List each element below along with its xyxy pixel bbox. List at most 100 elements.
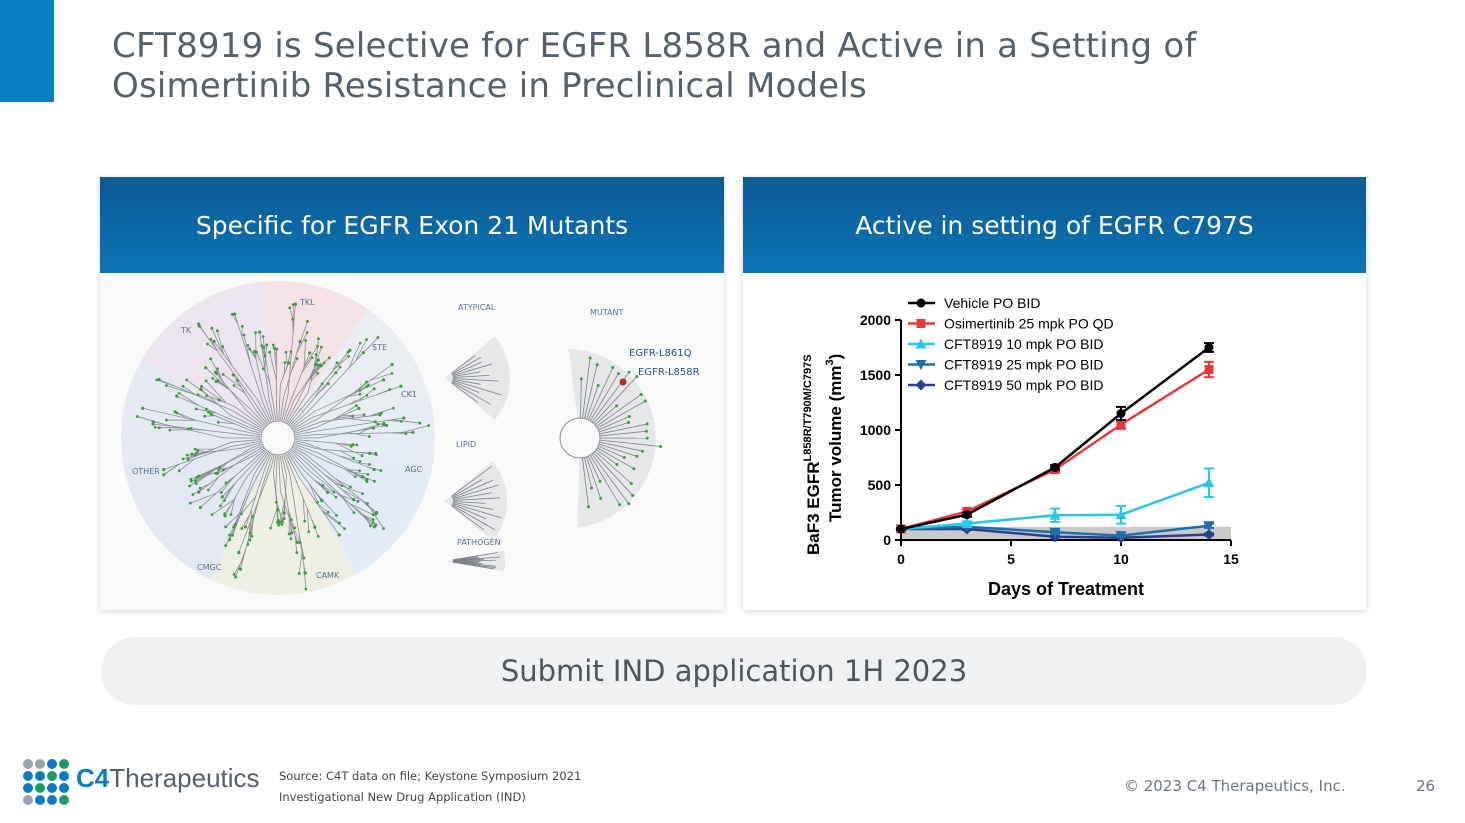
lipid-tree-branch <box>452 502 502 519</box>
mutant-branch <box>599 439 661 447</box>
y-tick-label: 1500 <box>860 367 891 383</box>
mutant-leaf <box>599 496 603 500</box>
kinome-twig <box>340 450 354 459</box>
kinome-leaf <box>242 333 246 337</box>
kinome-leaf <box>214 471 217 475</box>
logo-dot <box>23 795 33 805</box>
kinome-twig <box>298 534 305 559</box>
kinome-leaf <box>209 357 213 361</box>
lipid-tree-branch <box>451 465 493 497</box>
mutant-branch <box>582 457 589 507</box>
mutant-tree <box>559 348 663 528</box>
kinome-twig <box>182 385 197 396</box>
legend-marker <box>915 379 927 391</box>
kinome-leaf <box>326 510 330 514</box>
kinome-twig <box>310 372 319 382</box>
kinome-leaf <box>317 337 320 341</box>
legend-label: CFT8919 25 mpk PO BID <box>944 357 1104 373</box>
lipid-tree-branch <box>452 503 487 520</box>
kinome-leaf <box>210 513 214 516</box>
kinome-leaves <box>135 302 431 591</box>
kinome-twig <box>262 368 270 382</box>
kinome-twig <box>252 501 259 517</box>
logo-dot <box>59 771 69 781</box>
kinome-branch <box>200 388 262 431</box>
kinome-twig <box>290 521 301 543</box>
lipid-tree <box>445 461 507 541</box>
kinome-twig <box>332 405 357 421</box>
mutant-branch <box>598 422 629 433</box>
y-axis-label-superscript: L858R/T790M/C797S <box>802 354 814 461</box>
kinome-twig <box>191 468 217 482</box>
kinome-twig <box>339 455 361 462</box>
logo-dot <box>59 759 69 769</box>
kinome-group-cmgc: CMGC <box>197 563 222 572</box>
kinome-leaf <box>321 483 325 487</box>
kinome-leaf <box>194 407 198 411</box>
lipid-tree-branch <box>452 492 492 501</box>
kinome-leaf <box>215 329 219 333</box>
logo-dot <box>35 795 45 805</box>
kinome-twig <box>338 351 349 364</box>
mutant-leaf <box>631 493 635 497</box>
legend-label: Vehicle PO BID <box>944 295 1041 311</box>
kinome-leaf <box>376 423 380 426</box>
kinome-leaf <box>284 350 288 354</box>
mutant-branch <box>597 400 646 429</box>
kinome-leaf <box>392 406 395 410</box>
kinome-leaf <box>365 393 369 397</box>
lipid-tree-bg <box>445 461 507 541</box>
data-point <box>961 518 973 528</box>
kinome-twig <box>360 499 377 515</box>
kinome-leaf <box>316 344 319 348</box>
kinome-leaf <box>141 406 145 410</box>
kinome-twig <box>315 338 319 366</box>
kinome-leaf <box>197 324 201 328</box>
kinome-leaf <box>371 513 375 517</box>
kinome-leaf <box>347 354 350 358</box>
kinome-leaf <box>248 347 252 351</box>
kinome-twig <box>341 489 368 504</box>
kinome-leaf <box>295 551 299 555</box>
kinome-twig <box>344 468 356 477</box>
kinome-twig <box>208 476 219 491</box>
kinome-leaf <box>334 371 338 375</box>
atypical-tree-branch <box>451 381 492 405</box>
mutant-leaf <box>622 456 626 460</box>
logo-dot <box>47 795 57 805</box>
kinome-leaf <box>223 512 227 516</box>
mutant-leaf <box>598 479 602 483</box>
data-point <box>1116 409 1126 418</box>
tumor-volume-panel: Active in setting of EGFR C797S 0 500 1000… <box>743 177 1366 610</box>
kinome-branch <box>291 352 364 427</box>
logo-dot <box>23 759 33 769</box>
kinome-twig <box>308 365 322 380</box>
data-point <box>1049 527 1061 538</box>
kinome-leaf <box>335 361 339 365</box>
slide-title-line2: Osimertinib Resistance in Preclinical Mo… <box>112 66 867 106</box>
pathogen-tree-branch <box>452 552 498 561</box>
kinome-branch <box>295 431 413 437</box>
kinome-twig <box>283 362 286 375</box>
mutant-leaf <box>643 399 647 403</box>
kinome-leaf <box>355 404 358 408</box>
kinome-leaf <box>205 407 208 411</box>
kinome-leaf <box>411 430 415 434</box>
kinome-leaf <box>229 513 233 516</box>
kinome-twig <box>225 527 236 546</box>
kinome-leaf <box>214 380 218 383</box>
kinome-leaf <box>346 350 350 354</box>
kinome-group-agc: AGC <box>405 465 423 474</box>
kinome-leaf <box>230 312 234 316</box>
kinome-leaf <box>204 379 208 383</box>
kinome-leaf <box>290 531 294 535</box>
kinome-leaf <box>322 361 326 365</box>
kinome-twig <box>357 337 379 360</box>
kinome-leaf <box>334 495 338 499</box>
kinome-twig <box>363 514 374 521</box>
kinome-leaf <box>246 343 250 347</box>
kinome-leaf <box>399 384 403 388</box>
data-point <box>1203 521 1215 532</box>
kinome-twig <box>224 482 236 501</box>
kinome-twig <box>190 493 217 504</box>
